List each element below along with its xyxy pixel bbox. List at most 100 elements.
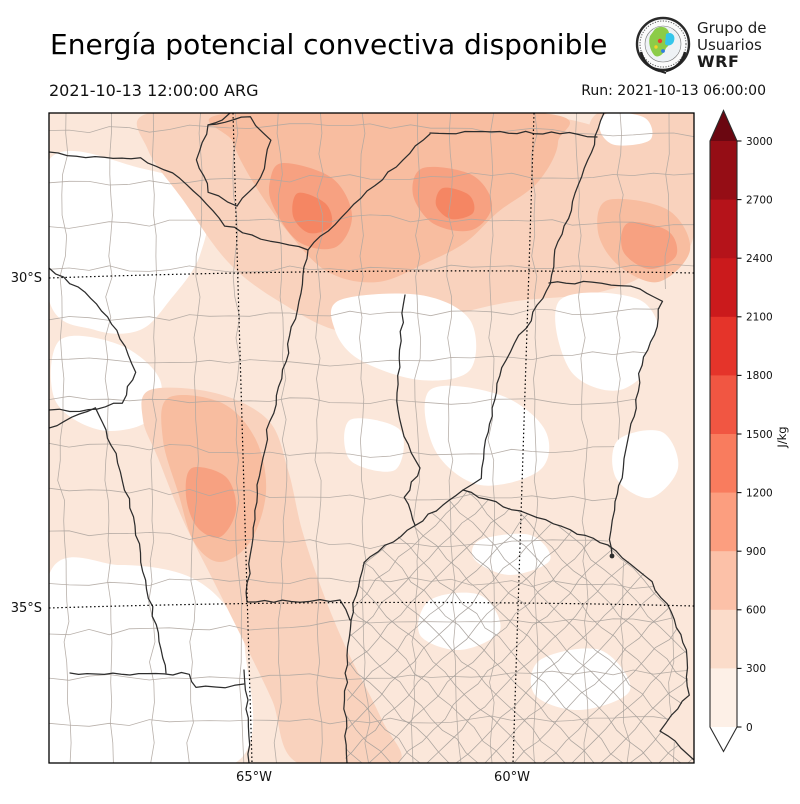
run-time-label: Run: 2021-10-13 06:00:00 [581,83,766,99]
department-line [49,264,694,273]
province-boundary [548,280,641,290]
department-line [49,306,694,321]
parallel-30s [48,270,695,279]
cape-contour-fill [530,648,631,711]
province-boundary [243,669,251,763]
colorbar-over-arrow [710,110,737,141]
colorbar-tick-label: 2700 [746,194,773,206]
department-line [49,617,694,636]
province-boundary [49,267,137,413]
department-line [49,530,694,550]
partido-line [378,490,653,763]
department-line [314,113,324,763]
department-line [49,214,694,229]
colorbar-segment [710,668,737,728]
department-line [57,113,72,763]
department-line [49,487,694,502]
partido-line [465,490,694,763]
partido-line [345,490,421,763]
map-frame [48,112,695,764]
colorbar-segment [710,434,737,493]
partido-line [345,490,450,763]
partido-line [345,490,527,763]
province-boundary [69,671,245,689]
department-line [487,113,496,763]
partido-line [345,490,479,763]
cape-contour-fill [49,557,254,763]
department-line [531,113,539,763]
department-line [148,113,157,763]
wrf-logo-emblem [635,16,691,74]
department-line [49,350,694,367]
wrf-logo-text: Grupo de Usuarios WRF [697,20,767,71]
department-line [232,113,245,763]
colorbar-segment [710,375,737,435]
colorbar-tick-label: 2100 [746,312,773,324]
cape-contour-fill [599,113,653,146]
cape-contour-fill [471,533,551,575]
cape-contour-fill [50,335,162,432]
cape-contour-fill [344,418,404,472]
partido-line [345,490,498,763]
department-line [49,395,694,406]
department-line [186,113,203,763]
province-boundary [207,113,231,126]
cape-contour-fill [185,467,237,538]
wrf-logo: Grupo de Usuarios WRF [633,14,793,76]
colorbar-tick-label: 0 [746,722,753,734]
partido-line [345,490,566,763]
colorbar-segment [710,141,737,200]
colorbar-segment [710,258,737,318]
logo-line2: Usuarios [697,35,762,54]
department-line [49,715,694,727]
partido-line [513,490,694,763]
logo-laurel-left [639,51,661,73]
department-line [49,442,694,458]
partido-line [687,490,694,763]
logo-red-speck [657,38,663,44]
province-boundary [195,116,272,207]
province-boundary [246,598,341,603]
province-boundary [462,489,609,546]
province-boundary [339,599,351,621]
lat-label-30s: 30°S [11,271,42,286]
colorbar-tick-label: 1500 [746,429,773,441]
graticule [48,112,695,764]
partido-line [345,490,614,763]
colorbar-tick-label: 1200 [746,487,773,499]
department-line [410,113,421,763]
colorbar-segment [710,609,737,669]
department-line [49,669,694,681]
page-title: Energía potencial convectiva disponible [50,28,608,61]
cape-contour-fill [330,293,477,381]
parallel-35s [48,601,695,609]
partido-line [407,490,682,763]
province-boundary [245,249,309,603]
colorbar-tick-label: 600 [746,605,766,617]
partido-line [600,490,694,763]
logo-line1: Grupo de [697,19,767,37]
logo-blue-speck [661,49,665,53]
logo-ribbon [659,70,667,74]
cape-contour-fill [621,222,678,270]
partido-line [345,490,392,763]
cape-contour-fill [435,187,475,220]
cape-contour-fill [49,150,210,334]
department-boundaries [49,113,694,763]
department-line [49,123,694,138]
lon-label-65w: 65°W [236,770,272,785]
uruguay-water-fill [608,289,694,760]
lat-label-35s: 35°S [11,601,42,616]
province-boundary [49,151,309,251]
delta-island-mark [609,553,615,559]
province-boundary [607,544,694,761]
province-boundary [462,113,605,491]
water-and-uruguay-region [608,289,694,760]
partido-line [345,490,537,763]
province-boundary [608,288,664,557]
colorbar-segment [710,316,737,376]
partido-line [484,490,694,763]
